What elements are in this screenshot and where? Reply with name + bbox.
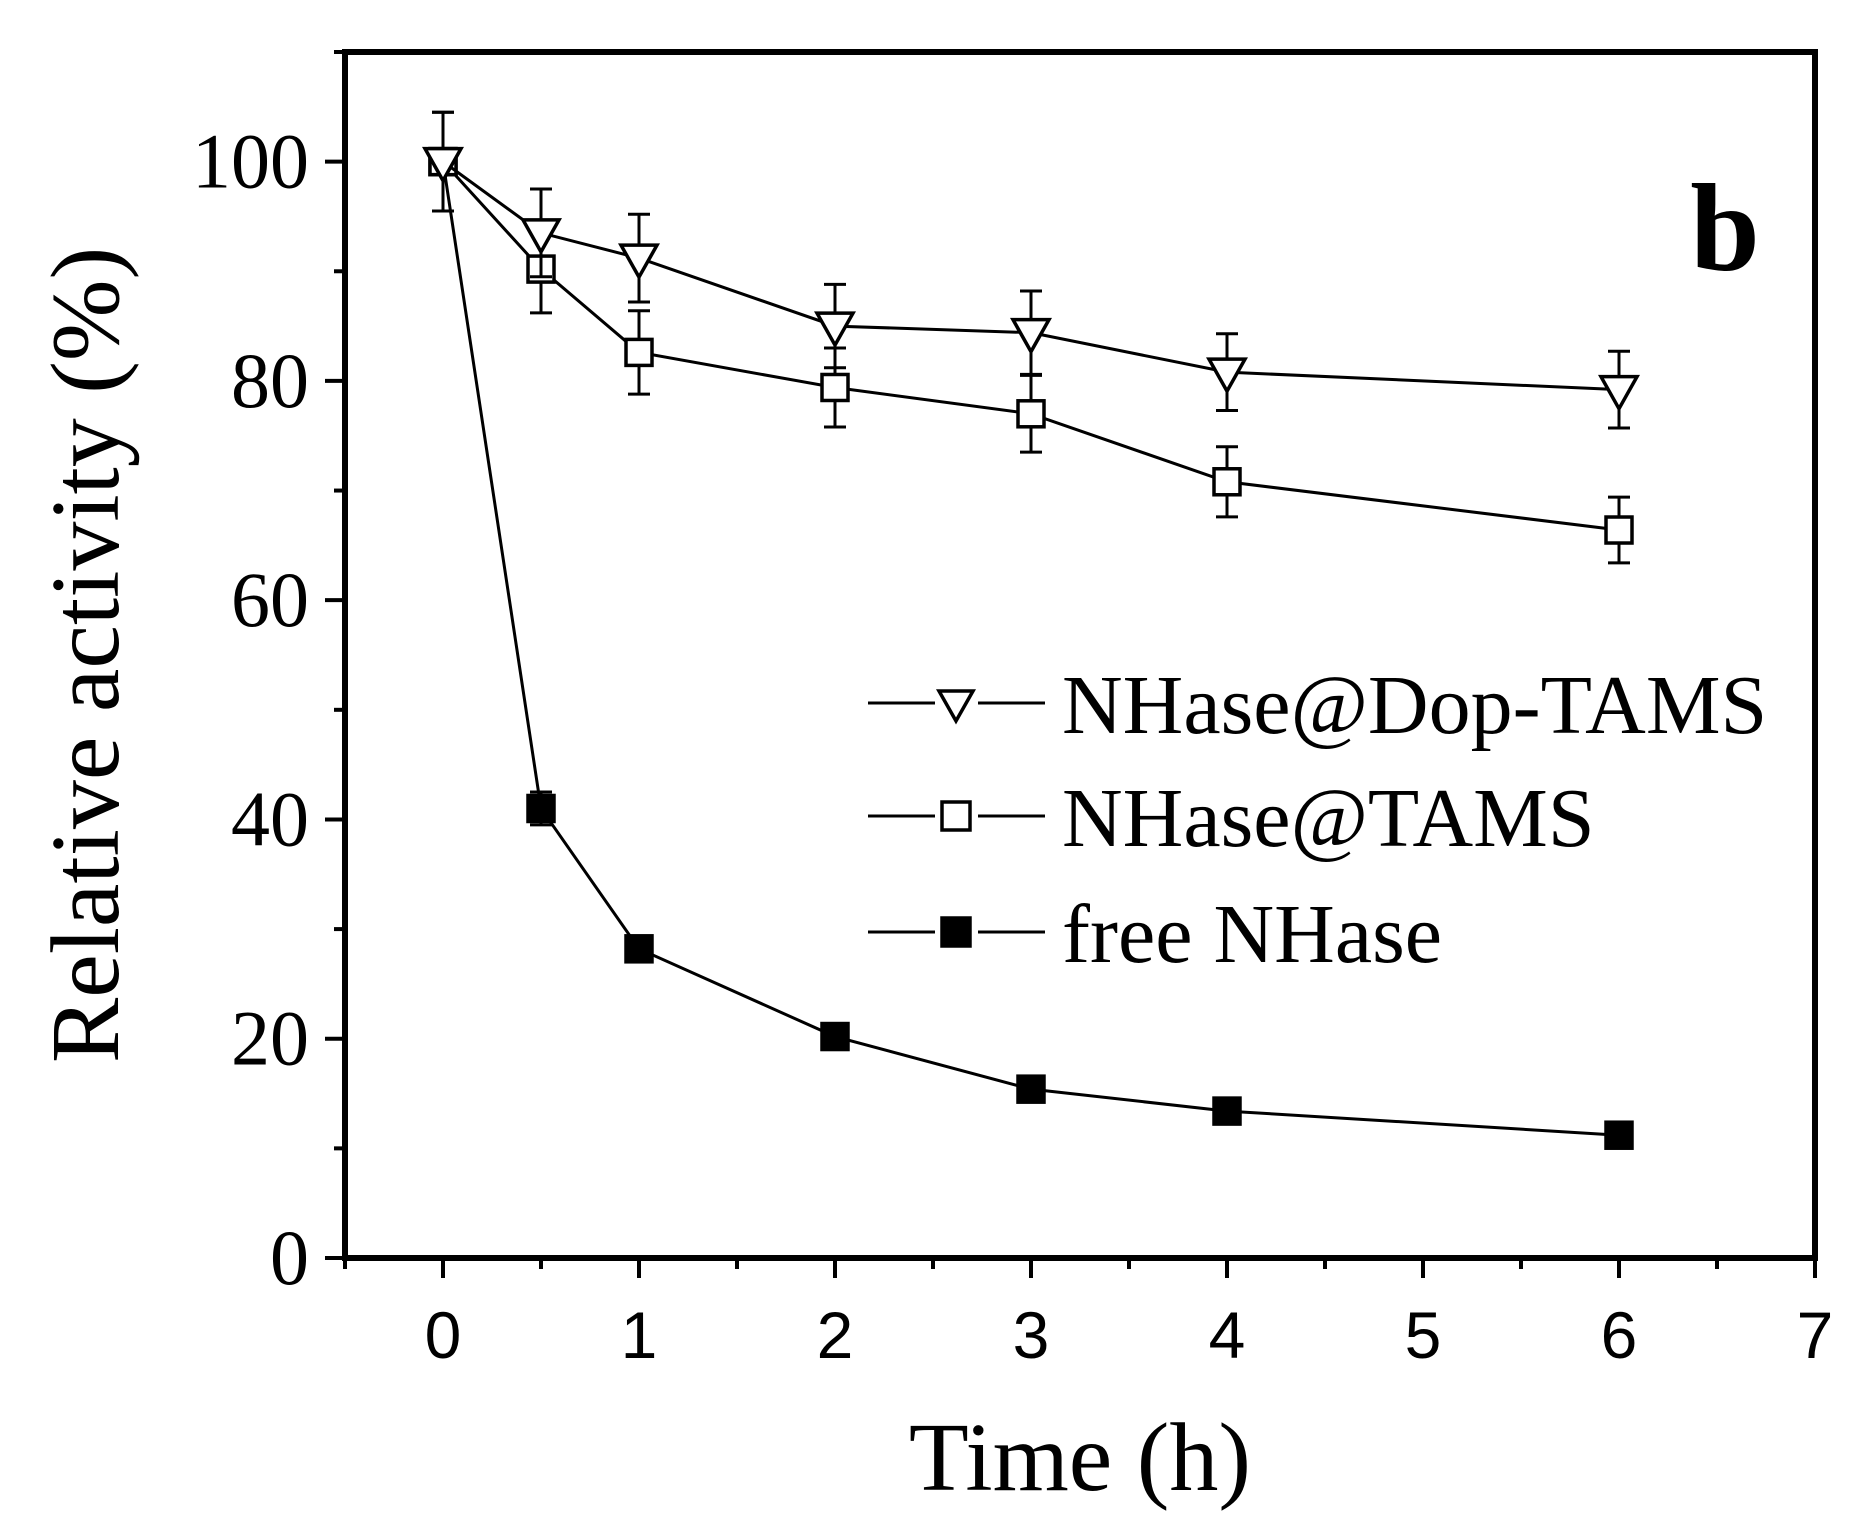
legend-entry-free-nhase: free NHase	[868, 888, 1442, 981]
data-point	[820, 372, 850, 403]
x-tick-label: 7	[1797, 1298, 1834, 1372]
legend-entry-nhase-tams: NHase@TAMS	[868, 772, 1595, 865]
x-tick-label: 3	[1013, 1298, 1050, 1372]
x-tick-label: 6	[1601, 1298, 1638, 1372]
y-tick-label: 20	[231, 995, 309, 1082]
legend-entry-nhase-dop-tams: NHase@Dop-TAMS	[868, 659, 1767, 752]
axes: 0 1 2 3 4 5 6 7 0 20 40 60 80 100	[192, 50, 1834, 1372]
data-point	[814, 311, 856, 349]
y-axis-label: Relative activity (%)	[32, 247, 140, 1063]
y-tick-label: 0	[270, 1214, 309, 1301]
plot-frame	[342, 49, 1818, 1261]
x-axis-label: Time (h)	[909, 1404, 1251, 1512]
data-point	[1604, 515, 1634, 545]
data-point	[618, 243, 660, 281]
x-tick-label: 0	[425, 1298, 462, 1372]
y-tick-label: 80	[231, 337, 309, 424]
data-point	[1604, 1120, 1634, 1150]
legend: NHase@Dop-TAMS NHase@TAMS free NHase	[868, 659, 1767, 981]
x-tick-label: 1	[621, 1298, 658, 1372]
data-point	[1206, 357, 1248, 395]
legend-marker	[935, 689, 977, 725]
data-point	[820, 1021, 850, 1052]
series-nhase-dop-tams	[422, 110, 1640, 430]
data-point	[624, 337, 654, 368]
data-point	[422, 146, 464, 185]
legend-label: NHase@Dop-TAMS	[1062, 659, 1767, 752]
data-point	[1212, 1096, 1242, 1126]
data-point	[1016, 1074, 1046, 1104]
data-point	[1598, 374, 1640, 413]
data-point	[1016, 399, 1046, 429]
y-tick-label: 40	[231, 775, 309, 862]
x-tick-label: 2	[817, 1298, 854, 1372]
data-point	[520, 218, 562, 256]
y-tick-label: 60	[231, 556, 309, 643]
panel-label: b	[1690, 160, 1760, 298]
x-tick-label: 5	[1405, 1298, 1442, 1372]
data-point	[1212, 467, 1242, 497]
series-nhase-tams	[428, 110, 1634, 565]
y-tick-label: 100	[192, 118, 309, 205]
data-point	[1010, 317, 1052, 356]
series-layer	[422, 110, 1640, 1150]
x-tick-label: 4	[1209, 1298, 1246, 1372]
data-point	[624, 934, 654, 964]
legend-marker	[940, 800, 972, 832]
legend-label: NHase@TAMS	[1062, 772, 1595, 865]
data-point	[526, 793, 556, 824]
series-free-nhase	[428, 146, 1634, 1150]
legend-label: free NHase	[1062, 888, 1442, 981]
legend-marker	[940, 916, 972, 948]
